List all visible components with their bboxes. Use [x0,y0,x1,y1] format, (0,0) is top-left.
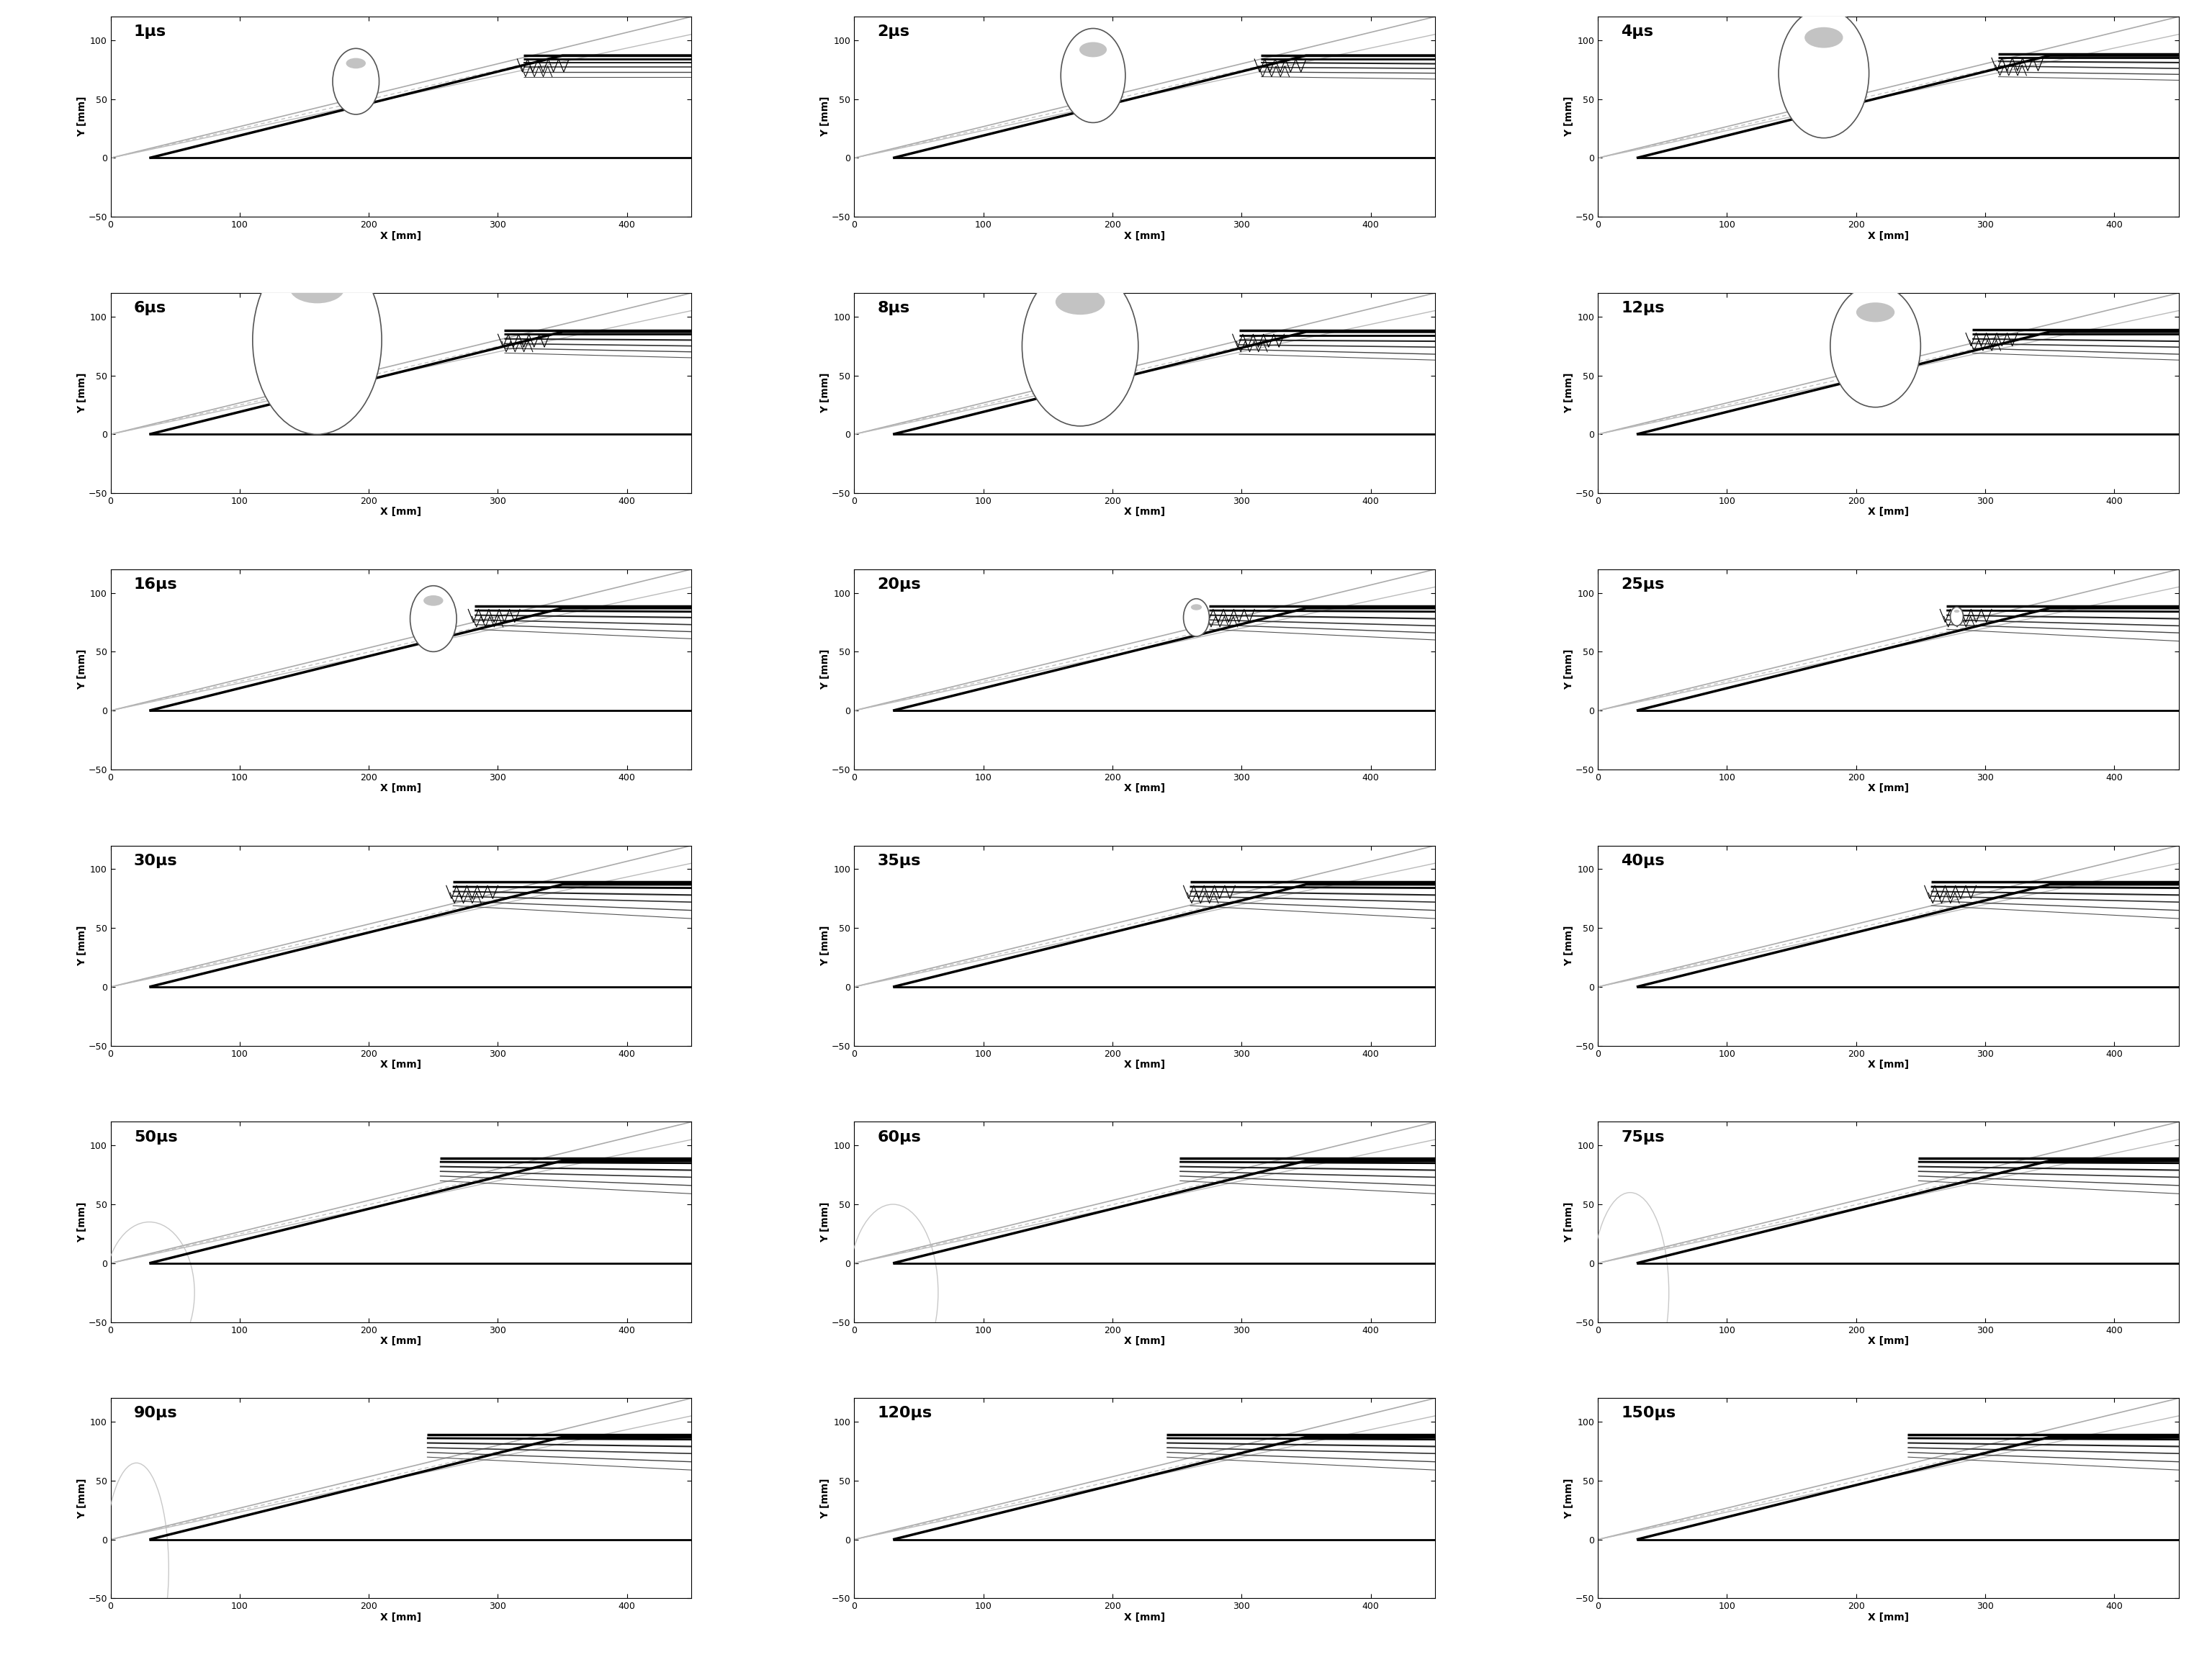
Ellipse shape [1953,618,1958,621]
X-axis label: X [mm]: X [mm] [1124,508,1166,518]
Y-axis label: Y [mm]: Y [mm] [77,649,86,689]
Text: 6μs: 6μs [135,301,166,315]
Text: 12μs: 12μs [1621,301,1666,315]
Ellipse shape [1953,609,1960,613]
Ellipse shape [252,246,383,435]
X-axis label: X [mm]: X [mm] [380,1335,422,1345]
Y-axis label: Y [mm]: Y [mm] [1564,97,1575,137]
Text: 16μs: 16μs [135,578,177,591]
Ellipse shape [345,87,356,97]
Y-axis label: Y [mm]: Y [mm] [821,649,832,689]
Y-axis label: Y [mm]: Y [mm] [1564,1479,1575,1518]
Ellipse shape [1951,608,1964,626]
X-axis label: X [mm]: X [mm] [1124,1335,1166,1345]
Y-axis label: Y [mm]: Y [mm] [821,926,832,966]
Text: 20μs: 20μs [878,578,920,591]
Text: 1μs: 1μs [135,25,166,38]
Y-axis label: Y [mm]: Y [mm] [77,926,86,966]
X-axis label: X [mm]: X [mm] [380,1612,422,1622]
Ellipse shape [1829,285,1920,408]
Ellipse shape [1055,290,1104,315]
Text: 8μs: 8μs [878,301,909,315]
Y-axis label: Y [mm]: Y [mm] [77,97,86,137]
X-axis label: X [mm]: X [mm] [1867,1059,1909,1069]
Ellipse shape [1190,604,1201,609]
X-axis label: X [mm]: X [mm] [1867,231,1909,241]
X-axis label: X [mm]: X [mm] [1124,231,1166,241]
X-axis label: X [mm]: X [mm] [1867,1612,1909,1622]
X-axis label: X [mm]: X [mm] [380,231,422,241]
Ellipse shape [1856,355,1878,373]
Text: 2μs: 2μs [878,25,909,38]
X-axis label: X [mm]: X [mm] [1124,1059,1166,1069]
Y-axis label: Y [mm]: Y [mm] [1564,1202,1575,1242]
Y-axis label: Y [mm]: Y [mm] [1564,649,1575,689]
Y-axis label: Y [mm]: Y [mm] [821,1479,832,1518]
Text: 120μs: 120μs [878,1407,931,1420]
Y-axis label: Y [mm]: Y [mm] [77,1479,86,1518]
Text: 35μs: 35μs [878,854,920,867]
Y-axis label: Y [mm]: Y [mm] [1564,926,1575,966]
Ellipse shape [1856,303,1896,321]
Text: 150μs: 150μs [1621,1407,1677,1420]
Y-axis label: Y [mm]: Y [mm] [821,373,832,413]
Y-axis label: Y [mm]: Y [mm] [77,1202,86,1242]
Y-axis label: Y [mm]: Y [mm] [77,373,86,413]
Ellipse shape [1190,621,1197,626]
Ellipse shape [1079,83,1095,97]
Ellipse shape [422,596,442,606]
Ellipse shape [422,624,434,634]
X-axis label: X [mm]: X [mm] [1867,1335,1909,1345]
Text: 75μs: 75μs [1621,1131,1666,1144]
Ellipse shape [1022,266,1139,426]
Ellipse shape [1183,599,1210,636]
Text: 25μs: 25μs [1621,578,1666,591]
X-axis label: X [mm]: X [mm] [380,508,422,518]
Ellipse shape [1079,42,1106,57]
Text: 4μs: 4μs [1621,25,1655,38]
Ellipse shape [1803,83,1827,102]
Ellipse shape [288,355,321,383]
Ellipse shape [290,273,345,303]
Text: 40μs: 40μs [1621,854,1666,867]
Ellipse shape [345,58,365,68]
X-axis label: X [mm]: X [mm] [380,1059,422,1069]
Text: 30μs: 30μs [135,854,177,867]
Ellipse shape [409,586,456,651]
Text: 90μs: 90μs [135,1407,177,1420]
Text: 60μs: 60μs [878,1131,920,1144]
Y-axis label: Y [mm]: Y [mm] [821,97,832,137]
Ellipse shape [1053,358,1084,381]
X-axis label: X [mm]: X [mm] [1867,783,1909,794]
Ellipse shape [332,48,378,115]
X-axis label: X [mm]: X [mm] [380,783,422,794]
X-axis label: X [mm]: X [mm] [1124,783,1166,794]
Y-axis label: Y [mm]: Y [mm] [1564,373,1575,413]
X-axis label: X [mm]: X [mm] [1124,1612,1166,1622]
Ellipse shape [1062,28,1126,123]
Ellipse shape [1805,27,1843,48]
X-axis label: X [mm]: X [mm] [1867,508,1909,518]
Text: 50μs: 50μs [135,1131,177,1144]
Ellipse shape [1778,8,1869,138]
Y-axis label: Y [mm]: Y [mm] [821,1202,832,1242]
